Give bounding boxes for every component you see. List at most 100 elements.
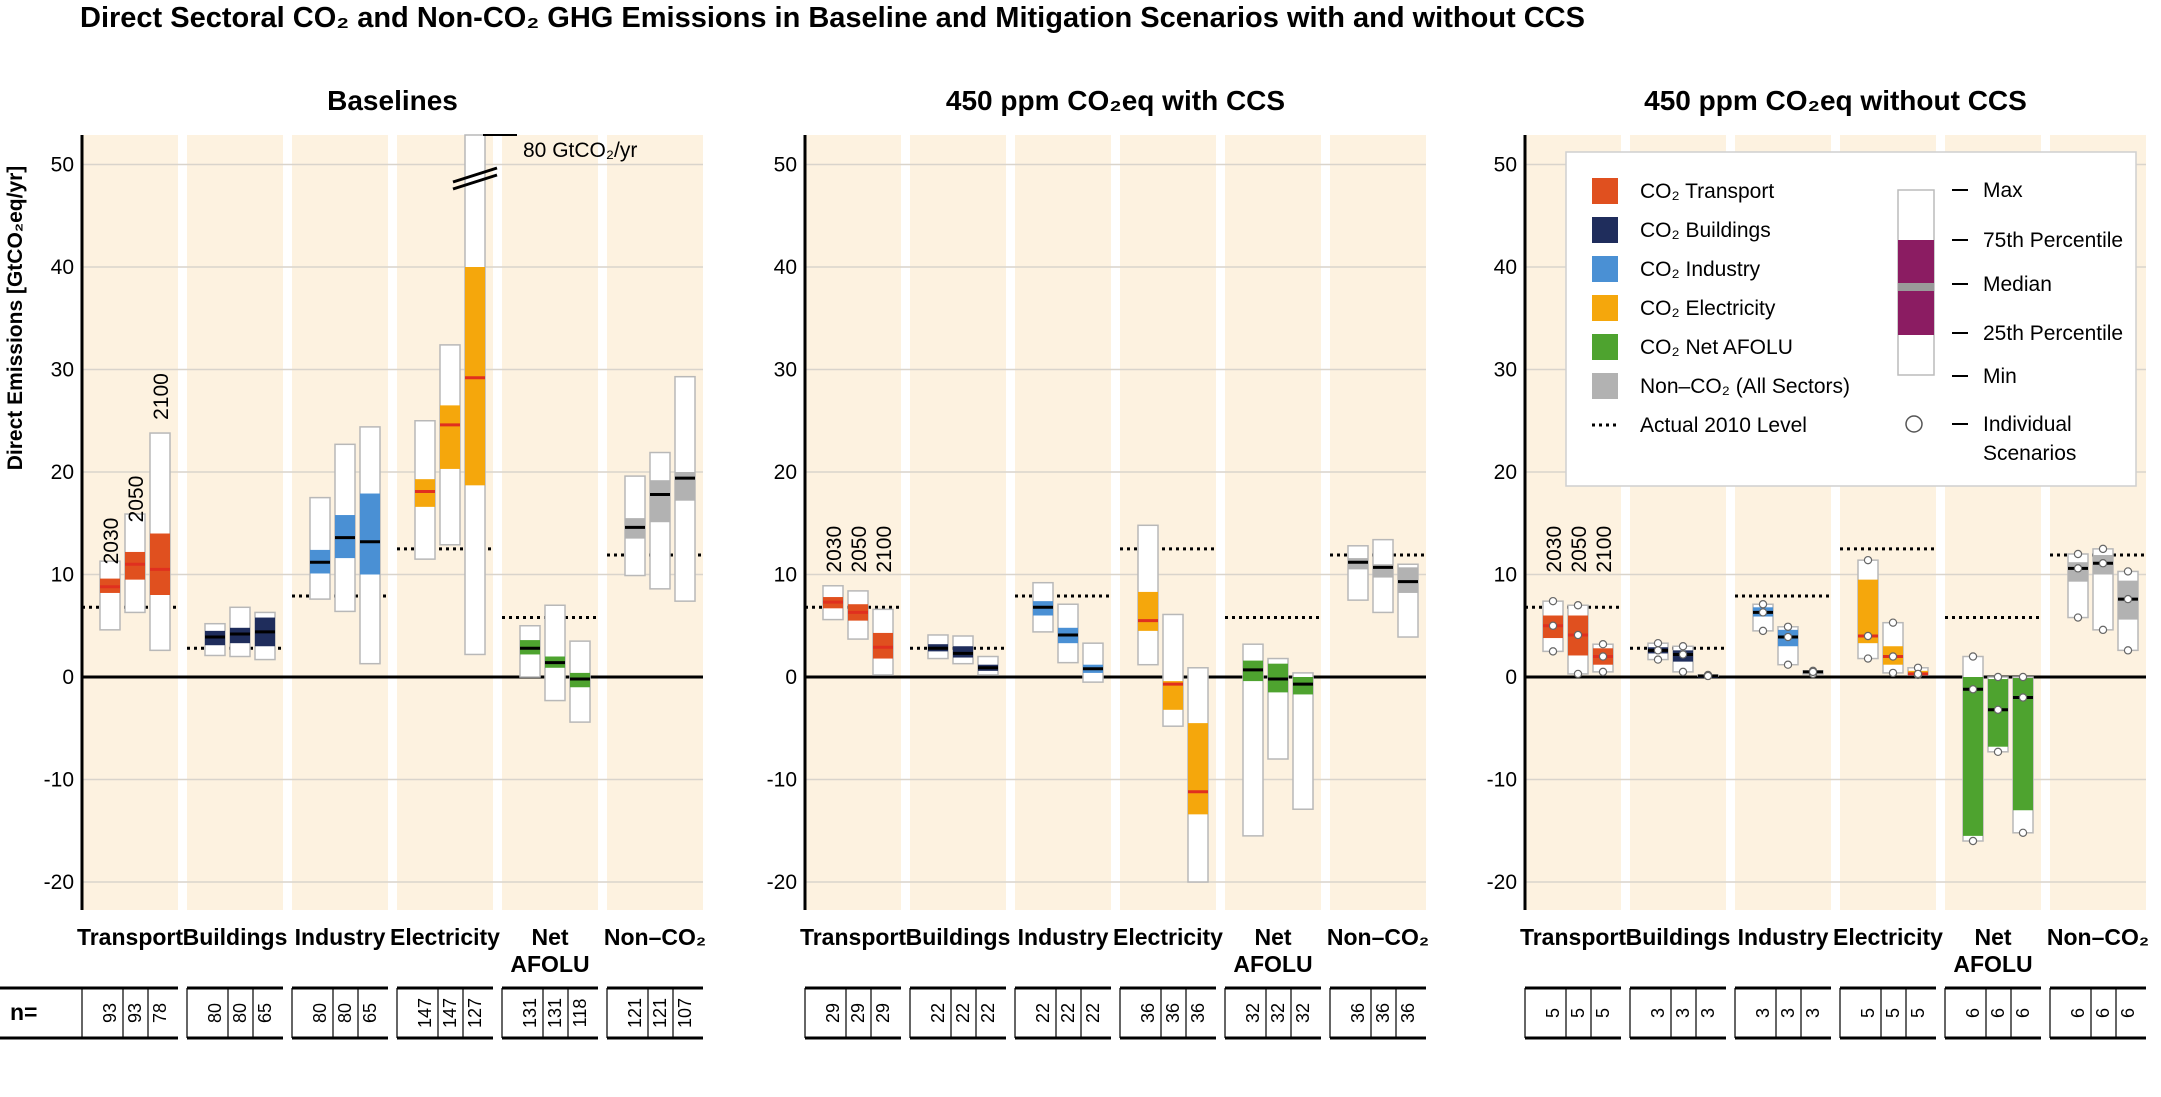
n-value: 22 [1058, 1003, 1078, 1023]
scenario-point [2073, 613, 2083, 622]
n-value: 131 [545, 998, 565, 1028]
panel-title: 450 ppm CO₂eq with CCS [946, 85, 1285, 116]
scenario-point [1863, 555, 1873, 565]
sector-label: AFOLU [1233, 951, 1312, 977]
sector-label: Transport [800, 924, 906, 950]
n-value: 5 [1568, 1008, 1588, 1018]
y-tick-label: 30 [1494, 359, 1517, 382]
n-value: 78 [150, 1003, 170, 1023]
year-label: 2050 [1568, 526, 1591, 573]
n-value: 6 [2013, 1008, 2033, 1018]
n-value: 5 [1858, 1008, 1878, 1018]
y-tick-label: 20 [51, 461, 74, 484]
y-tick-label: -20 [1487, 871, 1517, 894]
n-value: 121 [625, 998, 645, 1028]
y-tick-label: 50 [1494, 154, 1517, 177]
sector-label: Non–CO₂ [2047, 924, 2149, 950]
iqr-box [873, 632, 893, 659]
n-value: 93 [125, 1003, 145, 1023]
n-value: 29 [873, 1003, 893, 1023]
year-label: 2100 [150, 373, 173, 420]
scenario-point [1678, 650, 1688, 659]
scenario-point [1758, 626, 1768, 636]
n-value: 65 [255, 1003, 275, 1023]
n-value: 5 [1883, 1008, 1903, 1018]
key-label: Individual [1983, 413, 2072, 436]
n-value: 22 [1083, 1003, 1103, 1023]
y-tick-label: 30 [774, 359, 797, 382]
sector-label: Industry [295, 924, 386, 950]
n-value: 32 [1293, 1003, 1313, 1023]
iqr-box [1138, 591, 1158, 631]
y-tick-label: 10 [1494, 564, 1517, 587]
scenario-point [1678, 642, 1688, 651]
iqr-box [1293, 677, 1313, 695]
scenario-point [1573, 669, 1583, 679]
year-label: 2030 [823, 526, 846, 573]
key-label: 25th Percentile [1983, 322, 2123, 345]
sector-label: Non–CO₂ [604, 924, 706, 950]
y-tick-label: 10 [774, 564, 797, 587]
scenario-point [1863, 654, 1873, 663]
n-value: 6 [2093, 1008, 2113, 1018]
n-value: 3 [1648, 1008, 1668, 1018]
n-value: 36 [1138, 1003, 1158, 1023]
scenario-point [1808, 667, 1818, 677]
scenario-point [1548, 647, 1558, 656]
n-value: 80 [230, 1003, 250, 1023]
legend-swatch-co-transport [1592, 178, 1618, 204]
range-box [309, 496, 331, 600]
n-value: 5 [1543, 1008, 1563, 1018]
n-value: 3 [1778, 1008, 1798, 1018]
y-tick-label: 0 [62, 666, 74, 689]
n-value: 29 [823, 1003, 843, 1023]
iqr-box [1858, 579, 1878, 644]
scenario-point [2098, 559, 2108, 568]
n-value: 80 [310, 1003, 330, 1023]
n-value: 6 [2068, 1008, 2088, 1018]
scenario-point [2018, 672, 2028, 682]
n-value: 36 [1188, 1003, 1208, 1023]
n-value: 80 [205, 1003, 225, 1023]
scenario-point [1653, 646, 1663, 655]
n-value: 118 [570, 999, 590, 1028]
sector-label: Buildings [183, 924, 288, 950]
scenario-point [1863, 631, 1873, 641]
legend-label: CO₂ Transport [1640, 180, 1774, 203]
sector-label: Non–CO₂ [1327, 924, 1429, 950]
year-label: 2100 [1593, 526, 1616, 573]
n-value: 131 [520, 998, 540, 1028]
y-tick-label: -10 [44, 769, 74, 792]
n-value: 107 [675, 998, 695, 1028]
scenario-point [1993, 705, 2003, 715]
sector-label: Electricity [1833, 924, 1943, 950]
n-value: 29 [848, 1003, 868, 1023]
legend-box [1565, 151, 2137, 487]
iqr-box [440, 405, 460, 469]
iqr-box [650, 480, 670, 523]
scenario-point [2098, 625, 2108, 635]
y-tick-label: 0 [785, 666, 797, 689]
n-value: 22 [1033, 1003, 1053, 1023]
year-label: 2030 [1543, 526, 1566, 573]
legend-label: Non–CO₂ (All Sectors) [1640, 375, 1850, 398]
legend-swatch-non-co-all-sectors [1592, 373, 1618, 399]
sector-background [805, 135, 901, 910]
scenario-point [2073, 549, 2083, 559]
y-axis-label: Direct Emissions [GtCO₂eq/yr] [4, 166, 27, 471]
sector-label: Net [1974, 924, 2011, 950]
n-value: 6 [2118, 1008, 2138, 1018]
panel-1: 450 ppm CO₂eq with CCS 50 40 30 20 10 0 -10 -20 T… [767, 85, 1429, 1040]
n-value: 32 [1268, 1003, 1288, 1023]
scenario-point [1573, 601, 1583, 610]
key-label: 75th Percentile [1983, 229, 2123, 252]
y-tick-label: 0 [1505, 666, 1517, 689]
sector-label: Net [531, 924, 568, 950]
legend-swatch-co-buildings [1592, 217, 1618, 243]
year-label: 2050 [125, 476, 148, 523]
sector-background [502, 135, 598, 910]
y-tick-label: 20 [1494, 461, 1517, 484]
y-tick-label: -10 [767, 769, 797, 792]
